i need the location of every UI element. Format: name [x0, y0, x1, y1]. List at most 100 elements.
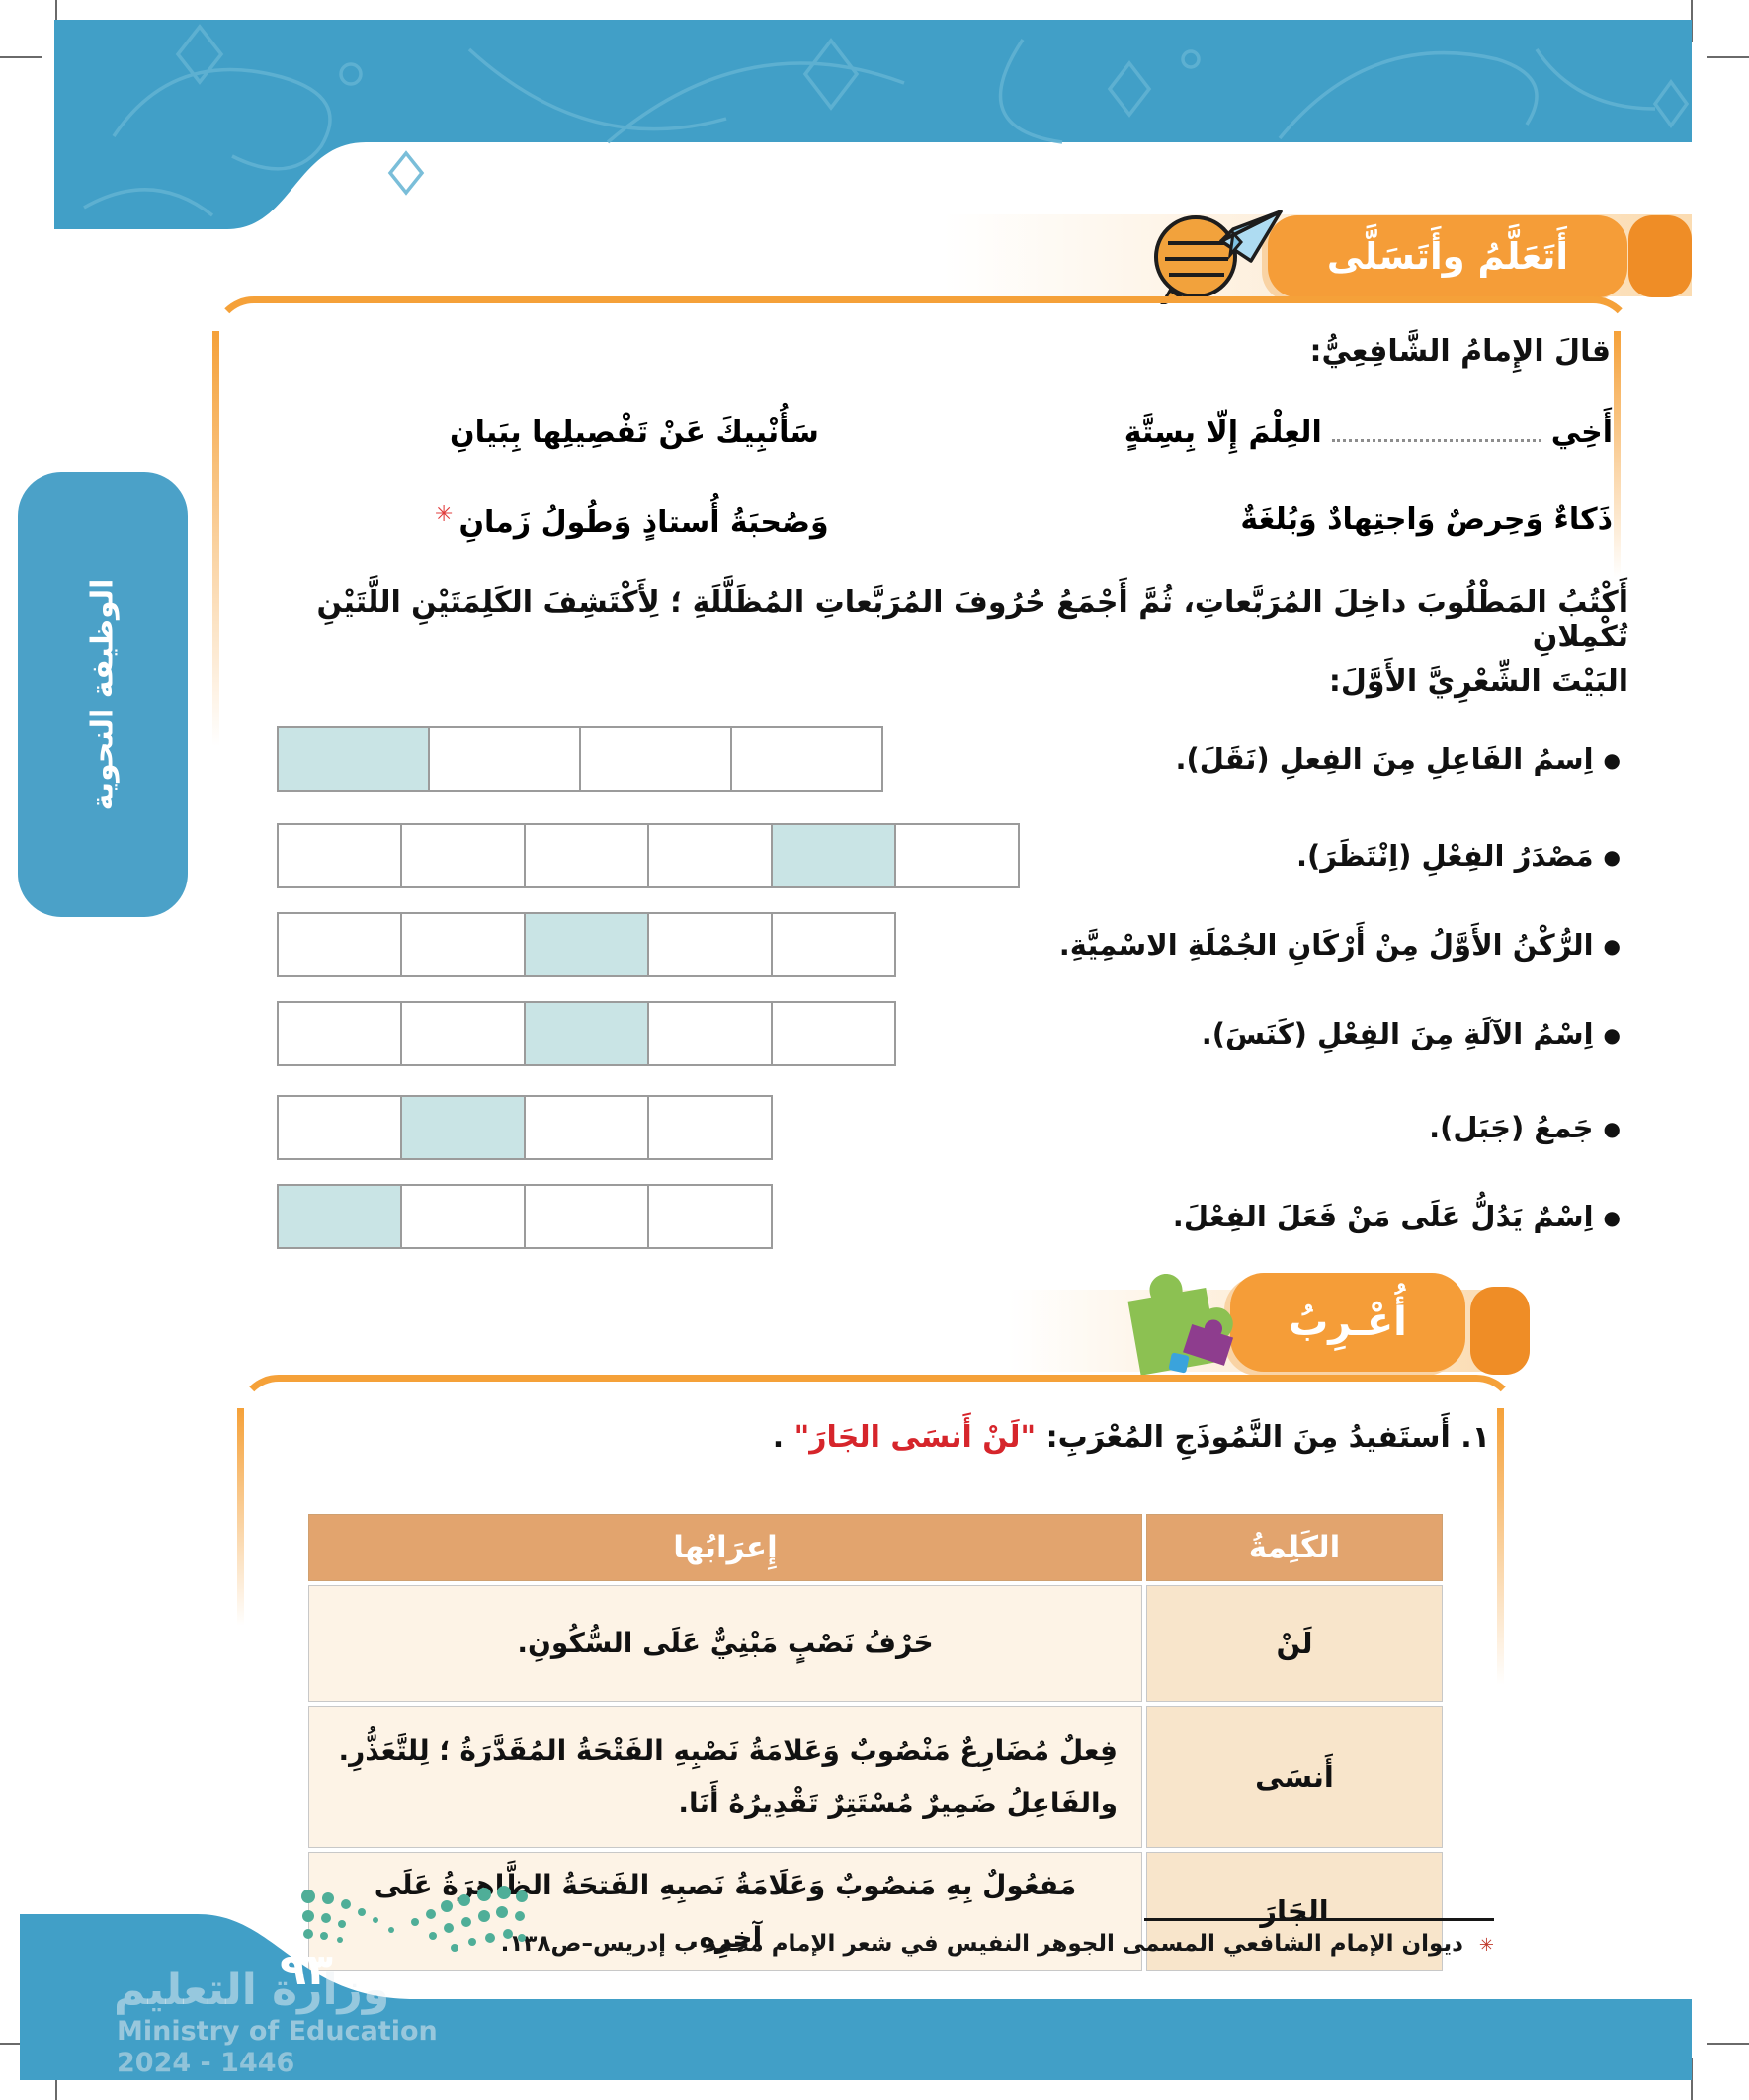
- badge-corner-tab: [1628, 215, 1692, 297]
- verse-line-1: أَخِيالعِلْمَ إِلّا بِسِتَّةٍ سَأُنْبِيك…: [227, 415, 1613, 478]
- puzzle-cell[interactable]: [730, 726, 883, 792]
- footnote-rule: [1144, 1918, 1494, 1921]
- footnote: ✳ ديوان الإمام الشافعي المسمى الجوهر الن…: [501, 1931, 1494, 1957]
- puzzle-row-label: ●اِسْمٌ يَدُلُّ عَلَى مَنْ فَعَلَ الفِعْ…: [1172, 1200, 1621, 1233]
- puzzle-row: ●جَمعُ (جَبَل).: [277, 1095, 1621, 1160]
- puzzle-cell[interactable]: [647, 1184, 773, 1249]
- learn-badge: أَتَعَلَّمُ وأَتَسَلَّى: [1268, 215, 1627, 297]
- crop-mark: [0, 56, 42, 58]
- puzzle-cell[interactable]: [428, 726, 581, 792]
- bullet-icon: ●: [1603, 748, 1621, 772]
- puzzle-cell[interactable]: [400, 1184, 526, 1249]
- table-header-row: الكَلِمةُ إِعرَابُها: [308, 1514, 1443, 1581]
- page-number: ٩٣: [280, 1945, 333, 1995]
- puzzle-cell[interactable]: [400, 912, 526, 977]
- puzzle-cell[interactable]: [579, 726, 732, 792]
- word-cell: أَنسَى: [1146, 1706, 1443, 1848]
- puzzle-cell[interactable]: [400, 1095, 526, 1160]
- poem-intro: قالَ الإِمامُ الشَّافِعِيُّ:: [1309, 334, 1611, 369]
- instruction-line-2: البَيْتَ الشِّعْرِيَّ الأَوَّلَ:: [1328, 664, 1628, 699]
- puzzle-row-label: ●اِسْمُ الآلَةِ مِنَ الفِعْلِ (كَنَسَ).: [1201, 1017, 1621, 1050]
- puzzle-icon: [1127, 1274, 1234, 1376]
- puzzle-cell[interactable]: [771, 912, 896, 977]
- frame-left-border: [237, 1408, 244, 1626]
- puzzle-cells: [277, 912, 896, 977]
- learn-badge-label: أَتَعَلَّمُ وأَتَسَلَّى: [1326, 235, 1569, 278]
- verse-line-2: ذَكاءٌ وَحِرصٌ وَاجتِهادٌ وَبُلغَةٌ وَصُ…: [227, 502, 1613, 565]
- puzzle-cell[interactable]: [277, 726, 430, 792]
- bottom-wave-band: [20, 1914, 1692, 2080]
- item-quote: "لَنْ أَنسَى الجَارَ": [793, 1420, 1037, 1455]
- crop-mark: [1707, 2043, 1749, 2045]
- hemistich-2-left: وَصُحبَةُ أُستاذٍ وَطُولُ زَمانِ✳: [435, 502, 829, 540]
- puzzle-cell[interactable]: [524, 1001, 649, 1066]
- puzzle-cell[interactable]: [647, 823, 773, 888]
- puzzle-cell[interactable]: [894, 823, 1020, 888]
- hemistich-2-right: ذَكاءٌ وَحِرصٌ وَاجتِهادٌ وَبُلغَةٌ: [1240, 502, 1613, 537]
- puzzle-cell[interactable]: [524, 1184, 649, 1249]
- crop-mark: [1707, 56, 1749, 58]
- hemistich-1-left: سَأُنْبِيكَ عَنْ تَفْصِيلِها بِبَيانِ: [450, 415, 819, 450]
- puzzle-cells: [277, 1184, 773, 1249]
- ministry-watermark-en: Ministry of Education: [117, 2016, 438, 2047]
- word-cell: الجَارَ: [1146, 1852, 1443, 1972]
- frame-right-border: [1614, 331, 1621, 578]
- poem-footnote-star: ✳: [435, 502, 454, 527]
- parse-badge-label: أُعْـرِبُ: [1289, 1300, 1407, 1345]
- puzzle-cell[interactable]: [277, 1001, 402, 1066]
- puzzle-row: ●اِسمُ الفَاعِلِ مِنَ الفِعلِ (نَقَلَ).: [277, 726, 1621, 792]
- puzzle-cells: [277, 1001, 896, 1066]
- puzzle-row-label: ●الرُّكْنُ الأَوَّلُ مِنْ أَرْكَانِ الجُ…: [1058, 928, 1621, 962]
- parse-badge: أُعْـرِبُ: [1230, 1273, 1465, 1372]
- item-period: .: [772, 1420, 785, 1455]
- puzzle-cell[interactable]: [524, 912, 649, 977]
- parsing-table: الكَلِمةُ إِعرَابُها لَنْ حَرْفُ نَصْبٍ …: [304, 1510, 1447, 1974]
- puzzle-cell[interactable]: [400, 823, 526, 888]
- frame-right-border: [1497, 1408, 1504, 1685]
- table-row: أَنسَى فِعلٌ مُضَارِعٌ مَنْصُوبٌ وَعَلام…: [308, 1706, 1443, 1848]
- puzzle-cell[interactable]: [277, 1095, 402, 1160]
- crop-mark: [1691, 0, 1693, 42]
- puzzle-cell[interactable]: [524, 823, 649, 888]
- puzzle-cell[interactable]: [277, 823, 402, 888]
- exercise-item-1: ١. أَستَفيدُ مِنَ النَّمُوذَجِ المُعْرَب…: [257, 1420, 1490, 1455]
- puzzle-cells: [277, 823, 1020, 888]
- puzzle-row-label: ●اِسمُ الفَاعِلِ مِنَ الفِعلِ (نَقَلَ).: [1175, 742, 1621, 776]
- puzzle-cell[interactable]: [400, 1001, 526, 1066]
- ministry-watermark-years: 2024 - 1446: [117, 2048, 295, 2078]
- bullet-icon: ●: [1603, 1023, 1621, 1047]
- puzzle-cell[interactable]: [771, 1001, 896, 1066]
- chat-plane-icon: [1154, 210, 1283, 304]
- puzzle-row: ●الرُّكْنُ الأَوَّلُ مِنْ أَرْكَانِ الجُ…: [277, 912, 1621, 977]
- puzzle-cell[interactable]: [771, 823, 896, 888]
- column-header-parse: إِعرَابُها: [308, 1514, 1142, 1581]
- item-text: أَستَفيدُ مِنَ النَّمُوذَجِ المُعْرَبِ:: [1045, 1420, 1451, 1455]
- puzzle-cell[interactable]: [277, 912, 402, 977]
- puzzle-row: ●اِسْمُ الآلَةِ مِنَ الفِعْلِ (كَنَسَ).: [277, 1001, 1621, 1066]
- frame-left-border: [212, 331, 219, 746]
- fill-in-blank[interactable]: [1331, 435, 1541, 442]
- puzzle-cell[interactable]: [647, 1095, 773, 1160]
- parse-cell: حَرْفُ نَصْبٍ مَبْنِيٌّ عَلَى السُّكُونِ…: [308, 1585, 1142, 1702]
- bullet-icon: ●: [1603, 1206, 1621, 1229]
- table-row: لَنْ حَرْفُ نَصْبٍ مَبْنِيٌّ عَلَى السُّ…: [308, 1585, 1443, 1702]
- parse-cell: فِعلٌ مُضَارِعٌ مَنْصُوبٌ وَعَلامَةُ نَص…: [308, 1706, 1142, 1848]
- puzzle-cell[interactable]: [277, 1184, 402, 1249]
- puzzle-cells: [277, 1095, 773, 1160]
- sidebar-label: الوظيفة النحوية: [85, 578, 121, 811]
- instruction-line-1: أَكْتُبُ المَطْلُوبَ داخِلَ المُرَبَّعات…: [316, 585, 1628, 654]
- parse-section-frame: [237, 1375, 1518, 1922]
- footnote-star-icon: ✳: [1478, 1935, 1494, 1956]
- puzzle-cell[interactable]: [647, 1001, 773, 1066]
- column-header-word: الكَلِمةُ: [1146, 1514, 1443, 1581]
- ministry-watermark-ar: وزارة التعليم: [114, 1965, 390, 2015]
- learn-section-frame: [212, 296, 1634, 1274]
- item-number: ١.: [1460, 1420, 1490, 1455]
- word-cell: لَنْ: [1146, 1585, 1443, 1702]
- footnote-text: ديوان الإمام الشافعي المسمى الجوهر النفي…: [500, 1931, 1463, 1957]
- puzzle-cell[interactable]: [524, 1095, 649, 1160]
- puzzle-row-label: ●مَصْدَرُ الفِعْلِ (اِنْتَظَرَ).: [1295, 839, 1621, 873]
- bullet-icon: ●: [1603, 845, 1621, 869]
- puzzle-cell[interactable]: [647, 912, 773, 977]
